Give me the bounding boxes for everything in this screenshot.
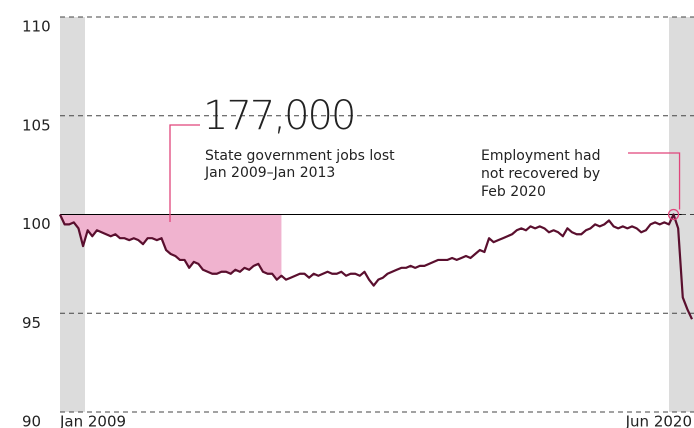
annotation-headline: 177,000 xyxy=(203,93,354,139)
y-tick-label: 110 xyxy=(22,18,51,36)
y-tick-label: 95 xyxy=(22,314,41,332)
annotation-text: not recovered by xyxy=(481,166,600,182)
leader-line xyxy=(169,124,200,222)
x-tick-label: Jan 2009 xyxy=(59,413,126,428)
highlight-circle xyxy=(667,208,680,221)
y-tick-label: 105 xyxy=(22,116,51,134)
x-tick-label: Jun 2020 xyxy=(625,413,692,428)
y-tick-label: 90 xyxy=(22,413,41,428)
y-tick-label: 100 xyxy=(22,215,51,233)
annotation-text: State government jobs lost xyxy=(205,148,395,164)
annotation-text: Jan 2009–Jan 2013 xyxy=(204,165,335,181)
annotation-text: Feb 2020 xyxy=(481,184,546,200)
loss-area xyxy=(60,214,282,280)
leader-line xyxy=(628,152,681,210)
data-line xyxy=(59,213,693,320)
annotation-text: Employment had xyxy=(481,148,601,164)
